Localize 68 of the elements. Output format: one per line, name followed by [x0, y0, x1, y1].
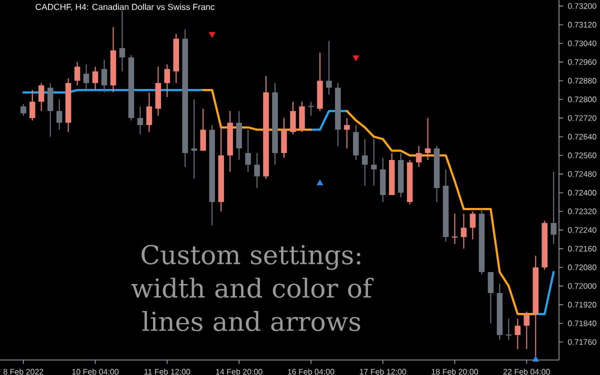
point	[352, 55, 360, 61]
candlestick	[488, 272, 494, 324]
point	[316, 180, 324, 186]
y-tick-label: 0.72000	[568, 283, 596, 289]
x-tick-label: 10 Feb 04:00	[72, 368, 119, 375]
candlestick	[92, 66, 98, 91]
candlestick	[505, 318, 512, 340]
y-tick-label: 0.73040	[568, 40, 596, 46]
y-tick-label: 0.73200	[568, 3, 596, 9]
candlestick	[47, 82, 54, 138]
candlestick	[164, 64, 170, 98]
candlestick	[451, 213, 458, 245]
y-tick-label: 0.71760	[568, 339, 596, 345]
candlestick	[308, 101, 314, 116]
candlestick	[101, 59, 108, 93]
point	[208, 32, 216, 38]
candlestick	[370, 138, 377, 186]
candlestick	[245, 129, 251, 172]
point	[532, 356, 539, 362]
y-tick-label: 0.72480	[568, 171, 596, 177]
y-tick-label: 0.71920	[568, 302, 596, 308]
candlestick	[299, 101, 305, 133]
candlestick	[29, 90, 36, 121]
candlestick	[424, 118, 431, 161]
y-tick-label: 0.73120	[568, 22, 596, 28]
x-tick-label: 14 Feb 20:00	[216, 368, 262, 375]
y-tick-label: 0.72320	[568, 208, 596, 214]
candlestick	[550, 171, 556, 245]
y-tick-label: 0.72160	[568, 246, 596, 252]
x-tick-label: 11 Feb 12:00	[144, 368, 190, 375]
candlestick	[146, 92, 152, 133]
candlestick	[470, 210, 476, 240]
y-tick-label: 0.72560	[568, 152, 596, 158]
annotation: Custom settings: width and color of lines and arrows	[131, 244, 374, 332]
candlestick	[119, 10, 126, 72]
candlestick	[200, 108, 206, 152]
y-tick-label: 0.72080	[568, 264, 596, 270]
y-tick-label: 0.72800	[568, 96, 596, 102]
candlestick	[416, 146, 422, 168]
candlestick	[74, 62, 80, 86]
candlestick	[514, 318, 521, 350]
candlestick	[38, 82, 44, 112]
y-tick-label: 0.72720	[568, 115, 596, 121]
candlestick	[326, 40, 332, 96]
chart-title: CADCHF, H4: Canadian Dollar vs Swiss Franc	[36, 4, 214, 11]
y-tick-label: 0.72640	[568, 134, 596, 140]
y-tick-label: 0.72400	[568, 190, 596, 196]
x-tick-label: 16 Feb 04:00	[288, 368, 334, 375]
candlestick	[353, 124, 359, 161]
x-tick-label: 22 Feb 04:00	[503, 368, 550, 375]
candlestick	[362, 138, 368, 186]
candlestick	[254, 152, 260, 189]
candlestick	[56, 98, 62, 130]
candlestick	[83, 64, 90, 91]
candlestick	[524, 311, 530, 350]
y-tick-label: 0.71840	[568, 320, 596, 326]
candlestick	[344, 118, 350, 149]
candlestick	[290, 101, 296, 135]
x-tick-label: 17 Feb 12:00	[360, 368, 406, 375]
y-tick-label: 0.72880	[568, 78, 596, 84]
candlestick	[137, 106, 144, 135]
candlestick	[20, 104, 26, 116]
candlestick	[281, 118, 287, 158]
x-tick-label: 8 Feb 2022	[3, 368, 44, 375]
y-tick-label: 0.72240	[568, 227, 596, 233]
y-tick-label: 0.72960	[568, 59, 596, 65]
candlestick	[460, 213, 467, 250]
x-tick-label: 18 Feb 20:00	[432, 368, 478, 375]
